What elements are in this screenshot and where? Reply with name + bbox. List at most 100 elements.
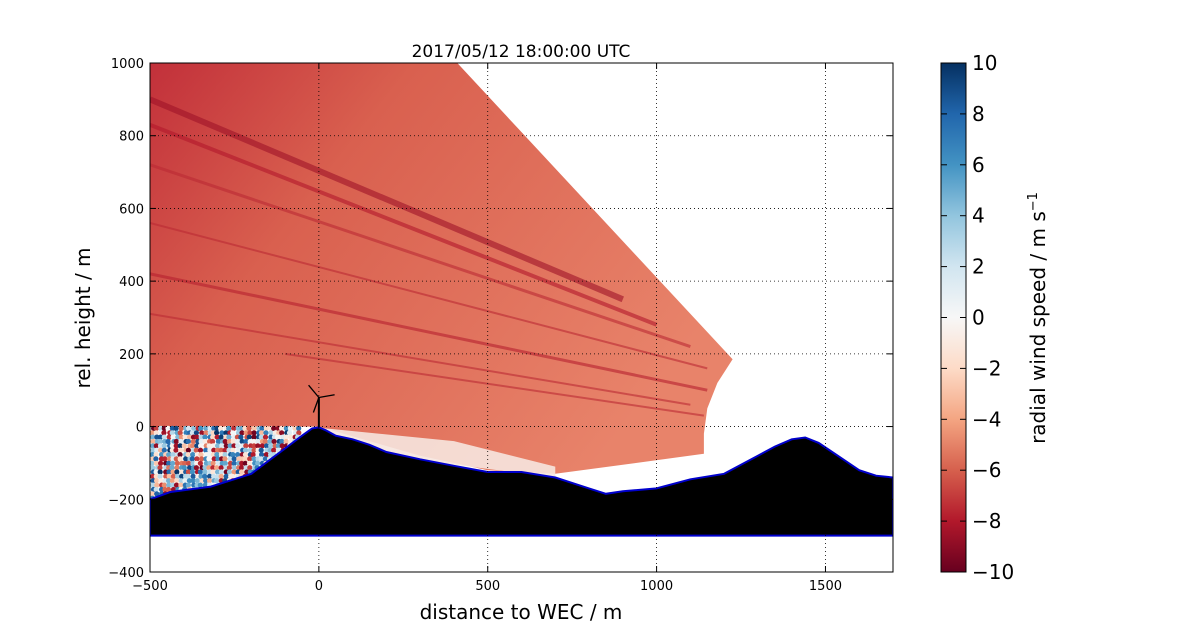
noise-dot (191, 425, 197, 431)
noise-dot (178, 438, 184, 445)
noise-dot (186, 434, 193, 440)
noise-dot (166, 456, 172, 462)
y-tick-label: −400 (108, 566, 144, 581)
noise-dot (202, 438, 208, 445)
terrain-profile (150, 426, 893, 537)
noise-dot (262, 438, 268, 445)
noise-dot (193, 430, 199, 436)
noise-dot (239, 438, 245, 445)
noise-dot (150, 434, 156, 440)
low-wind-zone (325, 428, 556, 478)
noise-dot (238, 434, 244, 440)
noise-dot (185, 482, 191, 488)
grid-lines (150, 63, 893, 572)
noise-dot (218, 452, 225, 458)
noise-dot (183, 456, 189, 462)
noise-dot (173, 425, 179, 431)
noise-dot (157, 473, 163, 479)
noise-dot (169, 425, 175, 431)
noise-dot (207, 473, 213, 479)
colorbar-tick-label: 4 (972, 204, 985, 228)
noise-dot (185, 447, 191, 453)
noise-dot (186, 425, 192, 431)
colorbar-ticks: −10 −8 −6 −4 −2 0 2 4 6 8 10 (941, 51, 1014, 584)
noise-dot (259, 425, 265, 431)
noise-dot (182, 434, 188, 440)
noise-dot (251, 443, 257, 449)
noise-dot (199, 456, 205, 462)
noise-dot (231, 443, 237, 449)
noise-dot (230, 447, 236, 453)
noise-dot (296, 430, 302, 436)
noise-dot (258, 434, 264, 440)
noise-dot (185, 473, 191, 479)
noise-dot (271, 438, 277, 445)
noise-dot (162, 456, 168, 462)
noise-dot (218, 434, 224, 440)
noise-dot (226, 469, 233, 475)
noise-dot (235, 425, 241, 431)
noise-dot (161, 447, 167, 453)
noise-dot (193, 465, 199, 471)
noise-dot (227, 456, 233, 462)
plot-frame (149, 62, 894, 573)
noise-dot (283, 434, 289, 440)
noise-dot (159, 452, 165, 458)
colorbar-tick-label: 8 (972, 102, 985, 126)
noise-dot (174, 465, 180, 471)
noise-dot (250, 452, 256, 458)
noise-dot (262, 456, 268, 462)
noise-dot (271, 425, 277, 431)
noise-dot (158, 478, 164, 484)
noise-dot (211, 473, 217, 479)
noise-dot (174, 460, 180, 466)
noise-dot (166, 473, 172, 479)
noise-dot (185, 438, 191, 445)
y-tick-label: 600 (119, 202, 144, 217)
noise-dot (150, 460, 155, 466)
noise-dot (264, 443, 270, 449)
wind-streak (150, 222, 708, 370)
noise-dot (222, 452, 228, 458)
wind-streak (284, 352, 705, 417)
noise-dot (211, 447, 217, 453)
wind-streak (150, 96, 624, 303)
noise-dot (173, 443, 179, 449)
noise-dot (262, 434, 269, 440)
noise-dot (170, 434, 176, 440)
noise-dot (219, 430, 225, 436)
noise-dot (170, 469, 176, 475)
wind-streak (150, 122, 658, 327)
noise-dot (202, 469, 208, 475)
noise-dot (296, 425, 302, 431)
noise-dot (154, 478, 160, 484)
noise-dot (194, 456, 200, 462)
noise-dot (268, 434, 274, 440)
noise-dot (169, 447, 175, 453)
noise-dot (267, 438, 273, 445)
noise-dot (247, 438, 253, 445)
noise-dot (247, 447, 253, 453)
noise-dot (230, 452, 236, 458)
noise-dot (187, 465, 193, 471)
noise-dot (193, 447, 199, 453)
turbine-blade (318, 394, 335, 399)
noise-dot (166, 469, 172, 475)
noise-dot (174, 469, 180, 475)
noise-dot (214, 430, 220, 436)
noise-dot (251, 434, 257, 440)
noise-dot (197, 460, 203, 466)
y-tick-label: 200 (119, 348, 144, 363)
noise-dot (173, 438, 179, 445)
noise-dot (230, 473, 236, 479)
noise-dot (279, 438, 285, 445)
noise-dot (231, 469, 237, 475)
noise-dot (198, 434, 204, 440)
noise-dot (165, 425, 171, 431)
noise-dot (211, 456, 217, 462)
noise-dot (170, 452, 176, 458)
noise-dot (235, 443, 241, 449)
noise-dot (173, 456, 179, 462)
noise-dot (246, 460, 253, 466)
noise-dot (150, 452, 155, 458)
